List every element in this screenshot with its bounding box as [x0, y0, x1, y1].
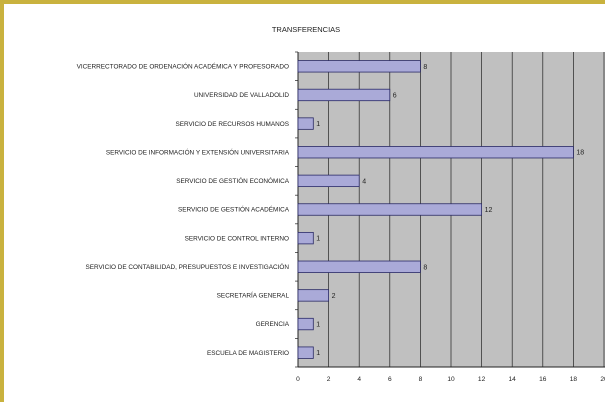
bar: [297, 174, 360, 188]
x-tick-label: 10: [447, 376, 455, 383]
bar: [297, 60, 421, 73]
x-tick-label: 20: [600, 376, 605, 383]
x-tick-label: 2: [327, 376, 331, 383]
chart-title: TRANSFERENCIAS: [272, 25, 340, 34]
category-label: SERVICIO DE GESTIÓN ACADÉMICA: [178, 205, 290, 214]
category-label: SERVICIO DE GESTIÓN ECONÓMICA: [176, 176, 290, 185]
data-label: 1: [316, 121, 320, 128]
category-label: SERVICIO DE INFORMACIÓN Y EXTENSIÓN UNIV…: [106, 147, 290, 156]
bar: [297, 146, 574, 159]
x-tick-label: 16: [539, 376, 547, 383]
x-tick-label: 12: [478, 376, 486, 383]
x-tick-label: 14: [509, 376, 517, 383]
category-label: UNIVERSIDAD DE VALLADOLID: [194, 92, 289, 99]
bar: [297, 317, 314, 331]
bar: [297, 260, 421, 273]
bar: [297, 289, 330, 302]
x-tick-label: 8: [419, 376, 423, 383]
category-label: VICERRECTORADO DE ORDENACIÓN ACADÉMICA Y…: [77, 62, 289, 71]
data-label: 18: [576, 150, 584, 157]
x-tick-label: 6: [388, 376, 392, 383]
category-label: ESCUELA DE MAGISTERIO: [207, 350, 289, 357]
data-label: 6: [393, 92, 397, 99]
data-label: 4: [362, 178, 366, 185]
bar: [297, 346, 314, 359]
data-label: 2: [332, 293, 336, 300]
data-label: 8: [423, 64, 427, 71]
data-label: 1: [316, 322, 320, 329]
x-tick-label: 4: [357, 376, 361, 383]
data-label: 12: [485, 207, 493, 214]
category-label: GERENCIA: [256, 321, 290, 328]
category-label: SERVICIO DE RECURSOS HUMANOS: [175, 121, 289, 128]
data-label: 1: [316, 350, 320, 357]
data-label: 8: [423, 264, 427, 271]
x-tick-label: 18: [570, 376, 578, 383]
category-label: SERVICIO DE CONTABILIDAD, PRESUPUESTOS E…: [86, 262, 290, 271]
bar: [297, 203, 483, 216]
bar: [297, 117, 314, 130]
bar: [297, 88, 391, 102]
category-label: SECRETARÍA GENERAL: [217, 291, 290, 300]
data-label: 1: [316, 236, 320, 243]
x-tick-label: 0: [296, 376, 300, 383]
category-label: SERVICIO DE CONTROL INTERNO: [185, 235, 289, 242]
bar: [297, 231, 314, 245]
